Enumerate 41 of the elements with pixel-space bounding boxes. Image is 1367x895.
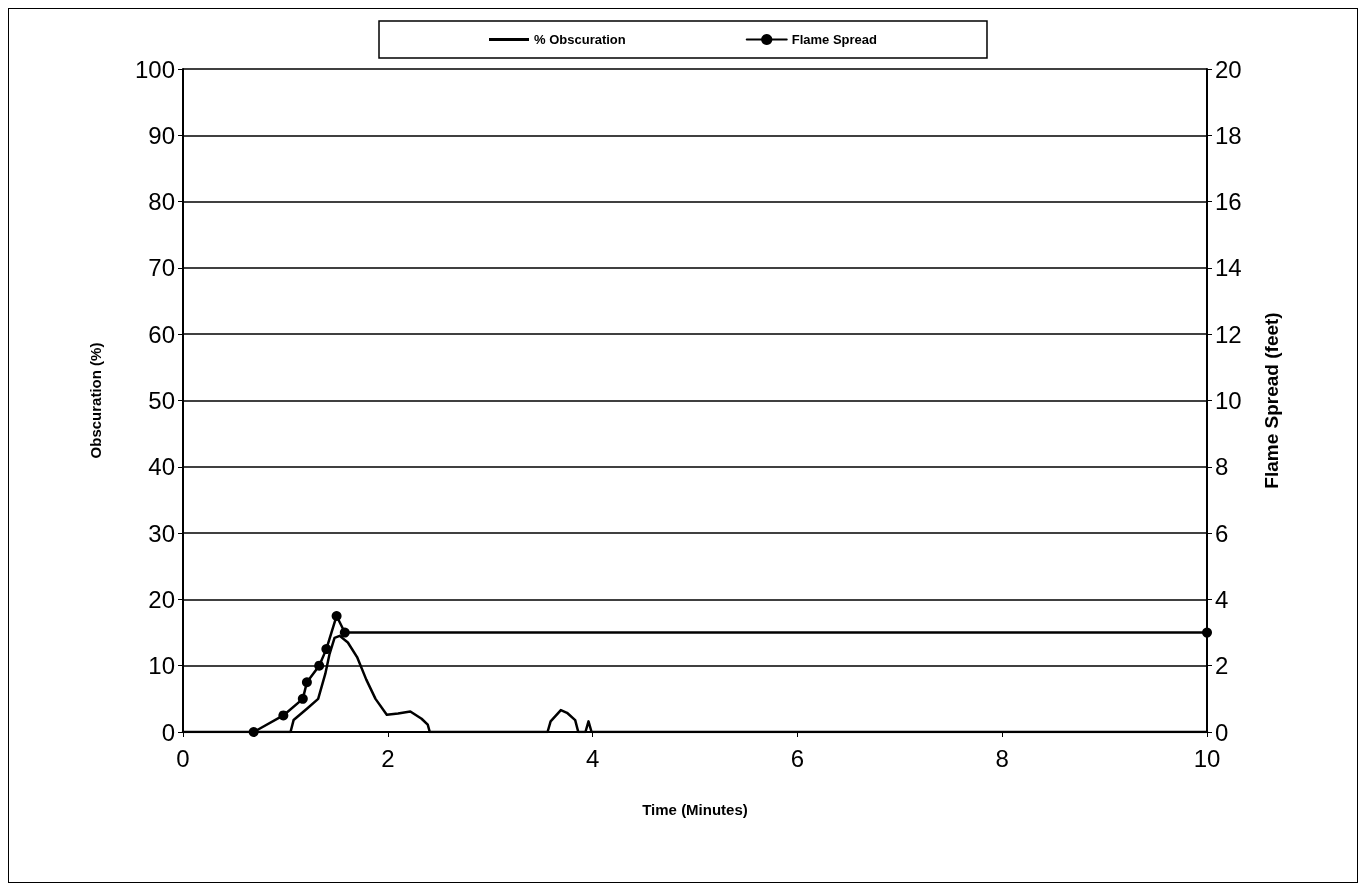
y2-tick-label: 2 (1215, 652, 1229, 680)
point (321, 644, 332, 655)
x-tick-label: 10 (1193, 744, 1221, 772)
point (1202, 627, 1212, 638)
y2-tick-label: 4 (1215, 585, 1229, 613)
y2-tick-label: 14 (1215, 254, 1242, 282)
y-tick-label: 80 (148, 188, 175, 216)
y2-tick-label: 20 (1215, 55, 1242, 83)
y-tick-label: 50 (148, 387, 175, 414)
y-axis-title: Obscuration (%) (87, 342, 104, 459)
point (297, 693, 308, 704)
x-tick-label: 2 (381, 744, 395, 772)
y-tick-label: 30 (148, 519, 175, 547)
y2-tick-label: 6 (1215, 519, 1229, 547)
legend-label: % Obscuration (534, 32, 626, 47)
point (278, 710, 289, 721)
y-tick-label: 90 (148, 121, 175, 149)
y2-tick-label: 0 (1215, 718, 1229, 746)
x-axis-title: Time (Minutes) (642, 801, 748, 818)
y-tick-label: 0 (161, 718, 175, 746)
point (314, 660, 325, 671)
y2-tick-label: 16 (1215, 188, 1242, 216)
y-tick-label: 10 (148, 652, 175, 680)
y-tick-label: 100 (134, 55, 175, 83)
x-tick-label: 8 (995, 744, 1009, 772)
legend-label: Flame Spread (791, 32, 878, 47)
point (301, 677, 312, 688)
y-tick-label: 70 (148, 254, 175, 282)
y2-tick-label: 18 (1215, 121, 1242, 149)
x-tick-label: 6 (790, 744, 805, 772)
y2-tick-label: 8 (1215, 453, 1229, 481)
y2-tick-label: 12 (1215, 320, 1242, 348)
point (339, 627, 350, 638)
y2-tick-label: 10 (1215, 387, 1242, 414)
y2-axis-title: Flame Spread (feet) (1261, 312, 1282, 489)
x-tick-label: 4 (585, 744, 600, 772)
y-tick-label: 40 (148, 453, 175, 481)
point (248, 727, 259, 737)
y-tick-label: 20 (148, 585, 175, 613)
point (331, 610, 342, 621)
y-tick-label: 60 (148, 320, 175, 348)
